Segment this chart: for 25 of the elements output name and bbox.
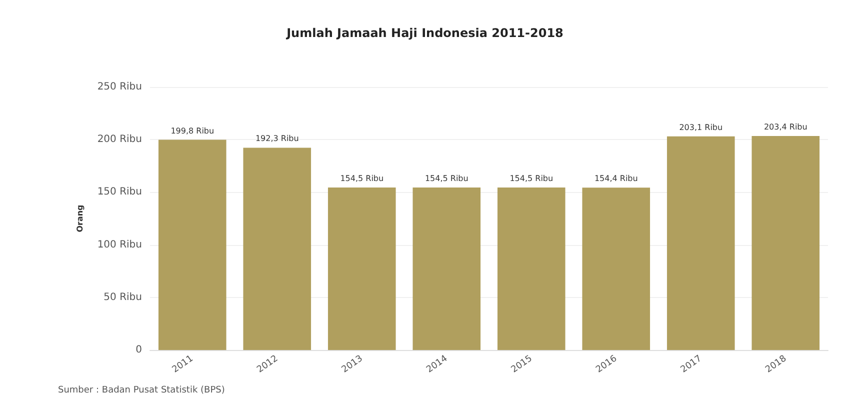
data-label: 203,4 Ribu [764, 122, 808, 132]
bar [752, 136, 820, 350]
bar [158, 140, 226, 350]
data-label: 192,3 Ribu [255, 134, 299, 144]
y-tick-label: 100 Ribu [97, 239, 142, 250]
bar [243, 148, 312, 350]
bar [497, 187, 566, 350]
data-label: 203,1 Ribu [679, 122, 723, 132]
y-tick-label: 200 Ribu [97, 134, 142, 146]
y-tick-label: 0 [136, 344, 142, 356]
data-label: 154,5 Ribu [510, 174, 554, 183]
bar [666, 136, 735, 350]
bar [412, 187, 481, 350]
bar [328, 187, 396, 350]
data-label: 154,5 Ribu [424, 174, 468, 183]
text: Sumber : Badan Pusat Statistik (BPS) [58, 386, 225, 396]
data-label: 199,8 Ribu [170, 126, 214, 136]
y-tick-label: 150 Ribu [97, 186, 142, 198]
y-axis-title: Orang [76, 204, 84, 232]
y-tick-label: 50 Ribu [104, 292, 142, 303]
chart-title: Jumlah Jamaah Haji Indonesia 2011-2018 [286, 26, 564, 40]
y-tick-label: 250 Ribu [97, 82, 142, 92]
data-label: 154,5 Ribu [340, 174, 384, 183]
bar [582, 188, 650, 350]
data-label: 154,4 Ribu [594, 174, 638, 184]
